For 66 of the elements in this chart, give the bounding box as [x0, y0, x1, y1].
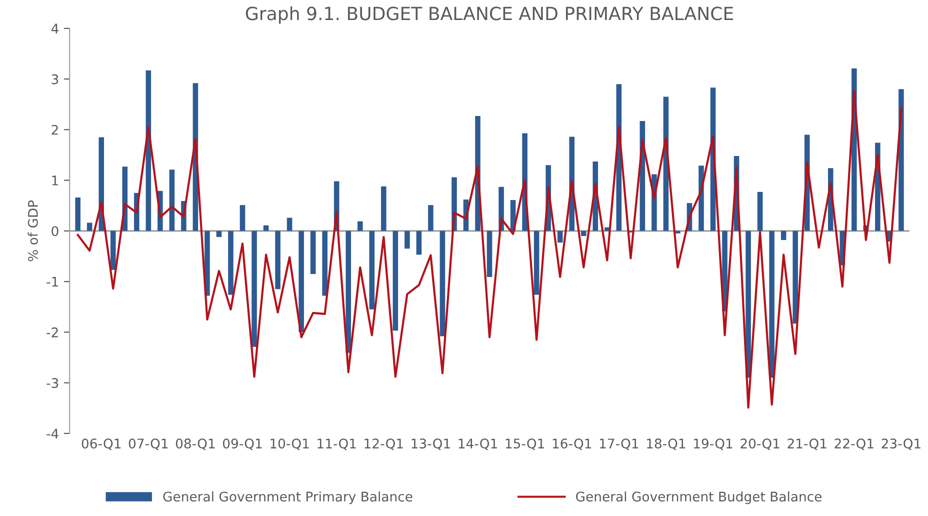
bar	[286, 218, 292, 231]
x-tick-label: 12-Q1	[364, 438, 403, 450]
bar	[75, 197, 80, 231]
bar	[322, 230, 328, 296]
x-tick-label: 20-Q1	[740, 438, 780, 450]
bar	[404, 230, 410, 249]
bar	[346, 230, 352, 353]
bar	[169, 170, 175, 231]
bar	[757, 192, 763, 231]
y-tick-label: 2	[52, 124, 58, 135]
x-tick-label: 10-Q1	[270, 438, 309, 450]
x-tick-label: 07-Q1	[128, 438, 168, 450]
y-axis-title: % of GDP	[28, 200, 38, 262]
y-tick-label: -4	[46, 428, 58, 438]
bar	[216, 230, 222, 237]
bar	[580, 230, 586, 236]
bar	[428, 205, 434, 231]
x-tick-label: 15-Q1	[506, 438, 544, 450]
y-tick-label: 1	[52, 176, 58, 186]
x-tick-label: 14-Q1	[458, 438, 497, 450]
bar	[369, 230, 375, 310]
x-tick-label: 13-Q1	[412, 438, 450, 450]
x-tick-label: 16-Q1	[552, 438, 592, 450]
bar	[416, 230, 422, 255]
bar	[780, 230, 786, 240]
bar	[275, 230, 280, 290]
bar	[252, 230, 257, 347]
bar	[228, 230, 234, 295]
x-tick-label: 18-Q1	[647, 438, 686, 450]
bar	[263, 225, 269, 231]
y-tick-label: 4	[51, 24, 58, 34]
bar	[86, 222, 92, 231]
bar	[298, 230, 304, 332]
bar	[310, 230, 316, 274]
bar	[392, 230, 398, 331]
bar	[746, 230, 751, 378]
x-tick-label: 23-Q1	[882, 438, 920, 450]
bar	[898, 89, 904, 231]
bar	[486, 230, 492, 277]
bar	[381, 186, 386, 231]
bar	[557, 230, 563, 243]
bar	[440, 230, 446, 336]
y-tick-label: 3	[52, 74, 58, 84]
bar	[675, 230, 680, 234]
x-tick-label: 06-Q1	[82, 438, 121, 450]
bar	[110, 230, 116, 270]
y-tick-label: -1	[46, 276, 58, 287]
x-tick-label: 22-Q1	[834, 438, 874, 450]
bar	[534, 230, 540, 295]
y-tick-label: -2	[46, 327, 58, 338]
bar	[769, 230, 774, 378]
x-tick-label: 09-Q1	[222, 438, 262, 450]
chart-title: Graph 9.1. BUDGET BALANCE AND PRIMARY BALANCE	[246, 6, 733, 24]
x-tick-label: 19-Q1	[694, 438, 732, 450]
bar	[240, 205, 246, 231]
legend-label: General Government Primary Balance	[163, 491, 412, 504]
bar	[357, 221, 363, 231]
x-tick-label: 08-Q1	[176, 438, 215, 450]
x-tick-label: 11-Q1	[318, 438, 356, 450]
x-tick-label: 21-Q1	[788, 438, 826, 450]
x-tick-label: 17-Q1	[600, 438, 638, 450]
y-tick-label: 0	[52, 226, 58, 236]
line-series	[76, 90, 902, 409]
legend-label: General Government Budget Balance	[576, 491, 822, 504]
bar	[792, 230, 798, 324]
y-tick-label: -3	[46, 378, 58, 388]
